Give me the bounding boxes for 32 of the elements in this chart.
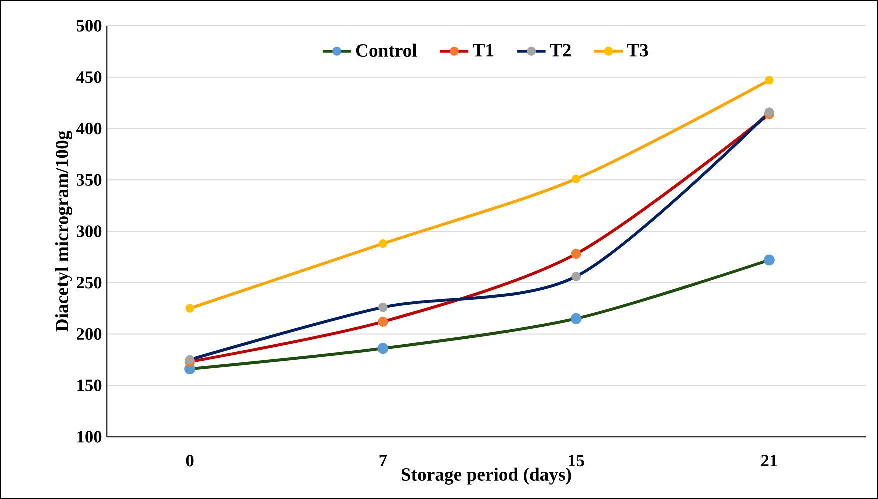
point	[572, 174, 581, 184]
point	[378, 302, 388, 312]
x-tick-label: 0	[186, 455, 194, 467]
x-tick-label: 7	[380, 455, 388, 466]
legend-label: Control	[356, 44, 418, 58]
point	[378, 240, 388, 248]
point	[764, 254, 775, 266]
y-tick-label: 250	[77, 277, 102, 289]
y-tick-label: 450	[76, 72, 102, 84]
point	[765, 76, 774, 85]
x-tick-label: 21	[762, 455, 778, 467]
y-tick-label: 300	[76, 226, 102, 238]
y-tick-label: 500	[76, 20, 102, 32]
point	[185, 355, 195, 365]
point	[186, 304, 194, 313]
y-tick-label: 100	[78, 431, 102, 443]
y-tick-label: 150	[78, 380, 102, 392]
y-tick-label: 400	[76, 122, 102, 135]
y-tick-label: 350	[76, 174, 102, 186]
point	[571, 249, 582, 260]
y-tick-label: 200	[77, 328, 102, 340]
legend-label: T3	[627, 44, 648, 57]
point	[764, 108, 774, 117]
x-axis-title: Storage period (days)	[402, 468, 572, 485]
legend-label: T1	[473, 44, 494, 57]
y-axis-title: Diacetyl microgram/100g	[55, 130, 72, 332]
legend-label: T2	[550, 44, 571, 57]
point	[572, 272, 581, 282]
point	[378, 316, 388, 327]
x-tick-label: 15	[569, 455, 584, 467]
point	[378, 343, 389, 354]
point	[570, 313, 582, 324]
